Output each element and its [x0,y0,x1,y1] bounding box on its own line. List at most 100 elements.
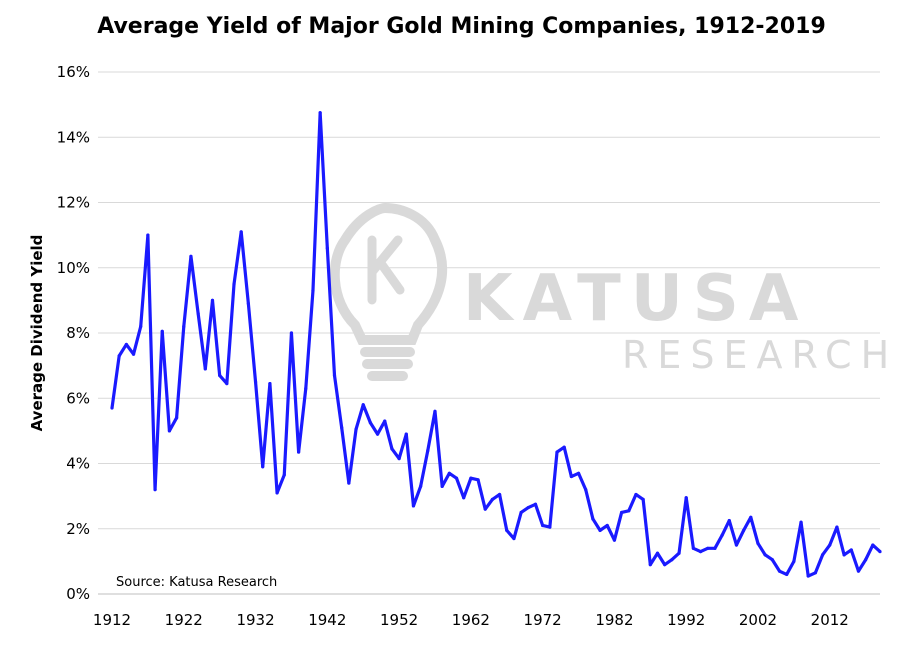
data-point [670,558,674,562]
data-points [110,111,882,578]
x-tick-label: 2012 [811,611,849,629]
chart-title: Average Yield of Major Gold Mining Compa… [97,14,826,39]
data-point [634,492,638,497]
data-point [555,450,559,454]
data-point [663,563,667,567]
data-point [605,523,609,528]
data-point [404,432,408,436]
data-point [835,525,839,529]
data-point [167,429,172,433]
data-point [325,246,329,250]
data-point [483,507,487,511]
x-tick-label: 2002 [739,611,777,629]
data-point [856,569,861,573]
y-tick-label: 2% [66,520,90,538]
x-tick-label: 1942 [308,611,346,629]
data-point [691,546,695,550]
data-point [763,553,767,557]
data-point [218,373,222,378]
data-point [253,380,258,384]
data-point [354,427,358,431]
lightbulb-logo-icon [329,202,448,381]
data-point [777,569,782,573]
data-point [390,447,394,451]
data-point [447,471,451,475]
data-point [770,558,774,562]
y-tick-label: 0% [66,585,90,603]
data-point [584,488,588,492]
y-axis-label: Average Dividend Yield [28,235,46,432]
data-point [548,525,552,529]
data-point [347,481,351,485]
x-tick-label: 1962 [452,611,490,629]
data-point [124,342,128,347]
data-point [490,497,495,501]
y-tick-label: 10% [57,259,90,277]
data-point [591,517,595,521]
data-point [871,543,875,547]
data-point [533,502,538,506]
gridlines [98,71,880,530]
data-point [820,553,825,557]
data-point [505,528,509,532]
data-point [160,329,164,333]
x-tick-label: 1952 [380,611,418,629]
x-tick-label: 1922 [165,611,203,629]
data-point [792,559,796,563]
x-tick-label: 1982 [595,611,633,629]
data-point [541,523,545,528]
data-point [419,484,423,488]
data-point [246,302,250,306]
data-point [203,367,207,371]
data-point [828,543,832,547]
data-point [799,520,803,524]
data-point [562,445,566,449]
data-point [261,465,265,469]
data-point [842,553,846,557]
data-point [734,543,739,547]
series-line [110,111,882,578]
data-point [598,528,602,532]
data-point [210,298,215,302]
data-point [411,504,416,508]
y-tick-label: 8% [66,324,90,342]
data-point [849,548,853,552]
data-point [497,492,502,497]
data-point [684,496,688,500]
data-point [878,549,882,554]
data-point [727,518,731,523]
data-point [698,549,703,554]
data-point [426,448,430,453]
data-point [311,288,315,293]
watermark-katusa-text: KATUSA [463,262,808,336]
data-point [512,536,516,541]
y-axis-ticks: 0% 2% 4% 6% 8% 10% 12% 14% 16% [57,63,90,603]
data-point [340,426,344,430]
y-tick-label: 16% [57,63,90,81]
data-point [117,354,121,358]
y-tick-label: 4% [66,455,90,473]
data-point [519,510,523,515]
data-point [232,282,236,286]
data-point [864,558,868,562]
data-point [806,574,810,578]
data-point [239,230,243,234]
data-point [282,473,286,477]
data-point [131,352,136,356]
data-point [813,571,818,575]
x-axis-ticks: 1912 1922 1932 1942 1952 1962 1972 1982 1992 2002… [93,611,849,629]
x-tick-label: 1912 [93,611,131,629]
data-point [454,476,459,480]
data-point [433,409,437,413]
data-point [627,509,631,513]
y-tick-label: 6% [66,389,90,407]
data-point [526,505,530,510]
data-point [146,233,150,237]
data-point [189,254,193,258]
y-tick-label: 12% [57,194,90,212]
data-point [720,533,724,537]
data-point [153,488,157,492]
data-point [749,515,753,519]
data-point [713,546,717,550]
